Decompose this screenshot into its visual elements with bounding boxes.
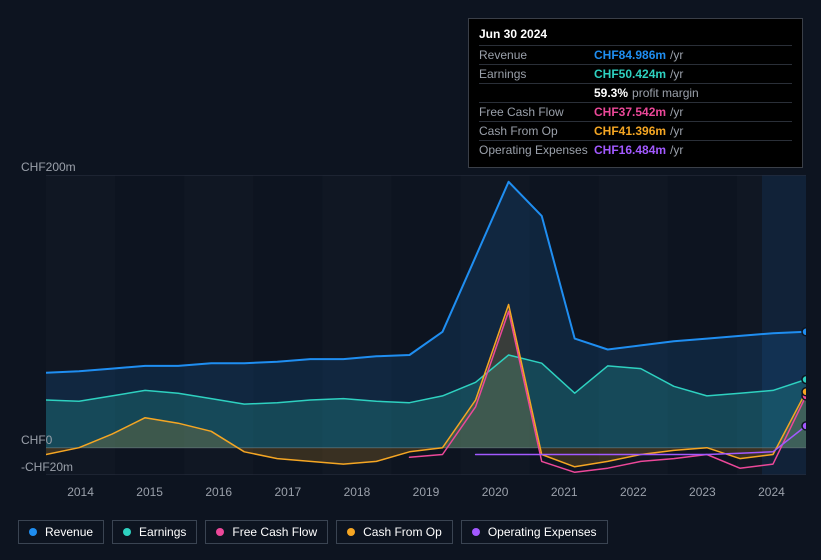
tooltip-unit: /yr <box>670 124 683 138</box>
tooltip-unit: /yr <box>670 67 683 81</box>
tooltip-date: Jun 30 2024 <box>479 27 792 41</box>
x-axis-label: 2023 <box>668 485 737 499</box>
x-axis-label: 2015 <box>115 485 184 499</box>
tooltip-value: CHF41.396m <box>594 124 666 138</box>
tooltip-value: 59.3% <box>594 86 628 100</box>
x-axis-label: 2014 <box>46 485 115 499</box>
tooltip-label: Free Cash Flow <box>479 105 594 119</box>
tooltip-row: Cash From OpCHF41.396m/yr <box>479 121 792 140</box>
x-axis-label: 2016 <box>184 485 253 499</box>
legend-label: Earnings <box>139 525 186 539</box>
legend-item[interactable]: Earnings <box>112 520 197 544</box>
legend-dot-icon <box>347 528 355 536</box>
plot-area[interactable] <box>46 175 806 475</box>
legend-dot-icon <box>216 528 224 536</box>
legend-item[interactable]: Cash From Op <box>336 520 453 544</box>
tooltip-row: RevenueCHF84.986m/yr <box>479 45 792 64</box>
legend-label: Cash From Op <box>363 525 442 539</box>
y-axis-label: CHF0 <box>21 433 52 447</box>
legend-item[interactable]: Operating Expenses <box>461 520 608 544</box>
legend-dot-icon <box>472 528 480 536</box>
tooltip-label: Operating Expenses <box>479 143 594 157</box>
x-axis-label: 2022 <box>599 485 668 499</box>
legend-item[interactable]: Revenue <box>18 520 104 544</box>
tooltip-row: 59.3% profit margin <box>479 83 792 102</box>
tooltip-label: Earnings <box>479 67 594 81</box>
tooltip-value: CHF50.424m <box>594 67 666 81</box>
chart-tooltip: Jun 30 2024 RevenueCHF84.986m/yrEarnings… <box>468 18 803 168</box>
chart-legend: Revenue Earnings Free Cash Flow Cash From O… <box>18 520 608 544</box>
legend-label: Free Cash Flow <box>232 525 317 539</box>
tooltip-unit: profit margin <box>632 86 699 100</box>
legend-dot-icon <box>29 528 37 536</box>
tooltip-row: Operating ExpensesCHF16.484m/yr <box>479 140 792 159</box>
legend-label: Revenue <box>45 525 93 539</box>
y-axis-label: -CHF20m <box>21 460 73 474</box>
tooltip-row: EarningsCHF50.424m/yr <box>479 64 792 83</box>
x-axis-label: 2018 <box>322 485 391 499</box>
legend-label: Operating Expenses <box>488 525 597 539</box>
tooltip-unit: /yr <box>670 143 683 157</box>
x-axis-label: 2020 <box>461 485 530 499</box>
tooltip-label: Revenue <box>479 48 594 62</box>
x-axis-label: 2019 <box>391 485 460 499</box>
tooltip-row: Free Cash FlowCHF37.542m/yr <box>479 102 792 121</box>
tooltip-value: CHF84.986m <box>594 48 666 62</box>
y-axis-label: CHF200m <box>21 160 76 174</box>
x-axis-label: 2017 <box>253 485 322 499</box>
chart-svg <box>46 175 806 475</box>
tooltip-value: CHF16.484m <box>594 143 666 157</box>
legend-item[interactable]: Free Cash Flow <box>205 520 328 544</box>
tooltip-value: CHF37.542m <box>594 105 666 119</box>
tooltip-label <box>479 86 594 100</box>
legend-dot-icon <box>123 528 131 536</box>
tooltip-unit: /yr <box>670 48 683 62</box>
x-axis-label: 2024 <box>737 485 806 499</box>
tooltip-unit: /yr <box>670 105 683 119</box>
tooltip-label: Cash From Op <box>479 124 594 138</box>
x-axis-label: 2021 <box>530 485 599 499</box>
tooltip-rows: RevenueCHF84.986m/yrEarningsCHF50.424m/y… <box>479 45 792 159</box>
x-axis-labels: 2014201520162017201820192020202120222023… <box>46 485 806 499</box>
